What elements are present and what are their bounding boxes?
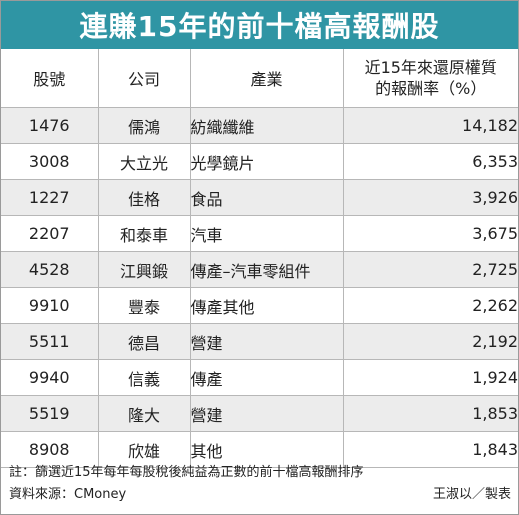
table-row: 4528 江興鍛 傳產–汽車零組件 2,725 bbox=[1, 251, 518, 288]
page-title: 連賺15年的前十檔高報酬股 bbox=[79, 10, 440, 43]
cell-return: 2,725 bbox=[342, 251, 518, 288]
cell-industry: 傳產–汽車零組件 bbox=[189, 251, 344, 288]
cell-company: 豐泰 bbox=[97, 287, 191, 324]
cell-industry: 其他 bbox=[189, 431, 344, 468]
cell-company: 德昌 bbox=[97, 323, 191, 360]
cell-code: 9910 bbox=[1, 287, 99, 324]
cell-code: 9940 bbox=[1, 359, 99, 396]
cell-code: 1227 bbox=[1, 179, 99, 216]
cell-company: 佳格 bbox=[97, 179, 191, 216]
cell-industry: 光學鏡片 bbox=[189, 143, 344, 180]
cell-company: 儒鴻 bbox=[97, 107, 191, 144]
cell-code: 5519 bbox=[1, 395, 99, 432]
table-row: 5519 隆大 營建 1,853 bbox=[1, 395, 518, 432]
cell-code: 1476 bbox=[1, 107, 99, 144]
table-row: 5511 德昌 營建 2,192 bbox=[1, 323, 518, 360]
source-text: 資料來源：CMoney bbox=[9, 487, 127, 502]
cell-return: 1,853 bbox=[342, 395, 518, 432]
cell-company: 大立光 bbox=[97, 143, 191, 180]
footnote: 註：篩選近15年每年每股稅後純益為正數的前十檔高報酬排序 bbox=[9, 465, 364, 480]
cell-return: 1,843 bbox=[342, 431, 518, 468]
header-code: 股號 bbox=[1, 49, 99, 108]
cell-industry: 營建 bbox=[189, 395, 344, 432]
cell-return: 3,675 bbox=[342, 215, 518, 252]
cell-company: 信義 bbox=[97, 359, 191, 396]
cell-industry: 紡織纖維 bbox=[189, 107, 344, 144]
cell-return: 2,192 bbox=[342, 323, 518, 360]
cell-return: 14,182 bbox=[342, 107, 518, 144]
footnotes: 註：篩選近15年每年每股稅後純益為正數的前十檔高報酬排序 資料來源：CMoney… bbox=[9, 462, 511, 506]
title-bar: 連賺15年的前十檔高報酬股 bbox=[1, 1, 518, 49]
cell-return: 2,262 bbox=[342, 287, 518, 324]
cell-industry: 傳產其他 bbox=[189, 287, 344, 324]
cell-code: 8908 bbox=[1, 431, 99, 468]
table-row: 9910 豐泰 傳產其他 2,262 bbox=[1, 287, 518, 324]
table-row: 8908 欣雄 其他 1,843 bbox=[1, 431, 518, 468]
header-return: 近15年來還原權質 的報酬率（%） bbox=[342, 49, 518, 108]
table-row: 1227 佳格 食品 3,926 bbox=[1, 179, 518, 216]
cell-return: 6,353 bbox=[342, 143, 518, 180]
table-row: 9940 信義 傳產 1,924 bbox=[1, 359, 518, 396]
cell-industry: 傳產 bbox=[189, 359, 344, 396]
cell-return: 1,924 bbox=[342, 359, 518, 396]
header-company: 公司 bbox=[97, 49, 191, 108]
cell-industry: 汽車 bbox=[189, 215, 344, 252]
returns-table: 股號 公司 產業 近15年來還原權質 的報酬率（%） 1476 儒鴻 紡織纖維 … bbox=[1, 49, 518, 468]
cell-code: 4528 bbox=[1, 251, 99, 288]
table-row: 3008 大立光 光學鏡片 6,353 bbox=[1, 143, 518, 180]
header-return-line1: 近15年來還原權質 bbox=[364, 58, 497, 77]
cell-company: 和泰車 bbox=[97, 215, 191, 252]
credit-text: 王淑以／製表 bbox=[432, 487, 511, 502]
cell-industry: 營建 bbox=[189, 323, 344, 360]
cell-code: 2207 bbox=[1, 215, 99, 252]
cell-industry: 食品 bbox=[189, 179, 344, 216]
cell-code: 3008 bbox=[1, 143, 99, 180]
cell-company: 隆大 bbox=[97, 395, 191, 432]
table-row: 1476 儒鴻 紡織纖維 14,182 bbox=[1, 107, 518, 144]
header-industry: 產業 bbox=[189, 49, 344, 108]
table-header-row: 股號 公司 產業 近15年來還原權質 的報酬率（%） bbox=[1, 49, 518, 108]
cell-company: 江興鍛 bbox=[97, 251, 191, 288]
cell-return: 3,926 bbox=[342, 179, 518, 216]
table-row: 2207 和泰車 汽車 3,675 bbox=[1, 215, 518, 252]
header-return-line2: 的報酬率（%） bbox=[375, 79, 487, 98]
cell-company: 欣雄 bbox=[97, 431, 191, 468]
cell-code: 5511 bbox=[1, 323, 99, 360]
